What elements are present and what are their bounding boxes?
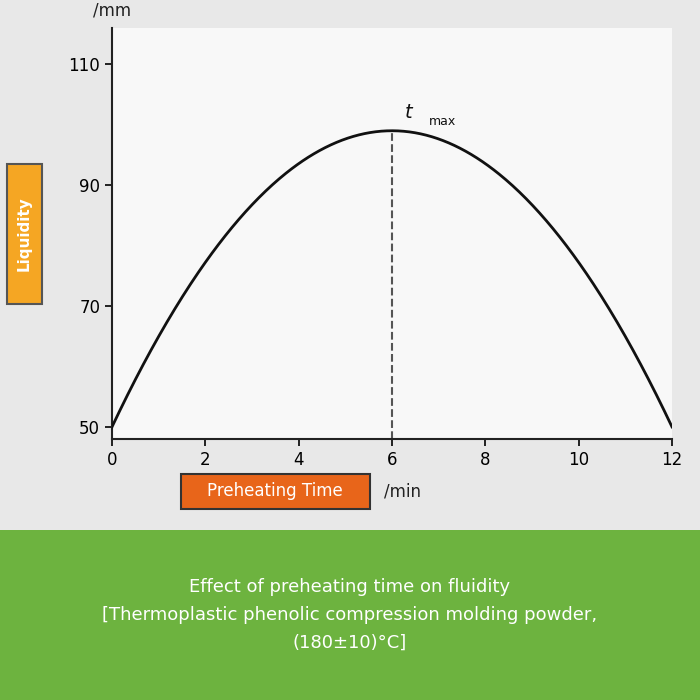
Text: Liquidity: Liquidity <box>17 196 32 271</box>
Text: /mm: /mm <box>93 2 131 20</box>
Text: max: max <box>429 115 456 127</box>
Text: /min: /min <box>384 482 421 500</box>
Text: $t$: $t$ <box>404 103 414 122</box>
Text: Effect of preheating time on fluidity
[Thermoplastic phenolic compression moldin: Effect of preheating time on fluidity [T… <box>102 578 598 652</box>
Text: Preheating Time: Preheating Time <box>207 482 343 500</box>
